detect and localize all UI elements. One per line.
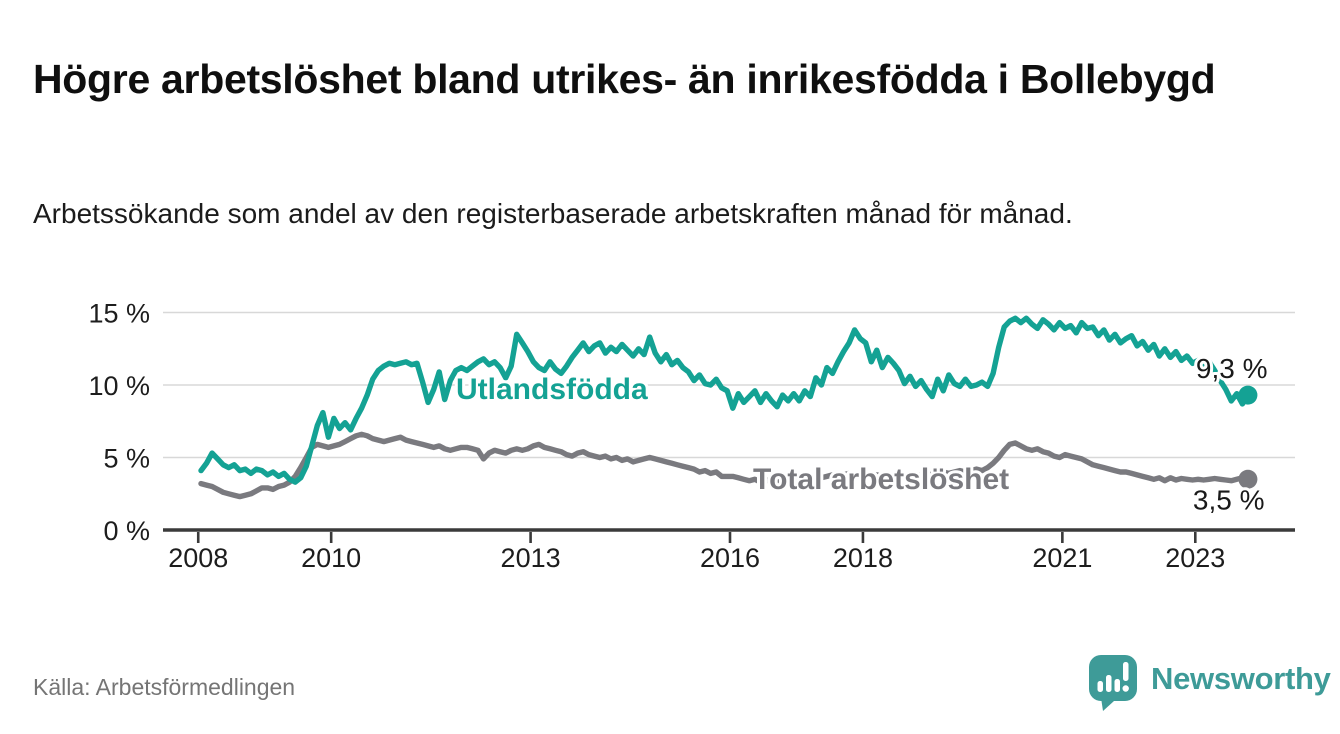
chart-subtitle: Arbetssökande som andel av den registerb… [33, 198, 1073, 229]
y-tick-label: 5 % [103, 444, 150, 474]
end-value-label-utlandsfodda: 9,3 % [1196, 353, 1268, 384]
series-label-utlandsfodda: Utlandsfödda [456, 373, 648, 406]
source-note: Källa: Arbetsförmedlingen [33, 674, 296, 700]
bar-chart-speech-bubble-icon [1088, 654, 1138, 717]
x-tick-label: 2010 [301, 543, 361, 573]
series-end-dot [1238, 469, 1258, 489]
x-tick-label: 2016 [700, 543, 760, 573]
x-tick-label: 2013 [501, 543, 561, 573]
series-line-total [198, 431, 1251, 500]
x-tick-label: 2018 [833, 543, 893, 573]
x-tick-label: 2021 [1032, 543, 1092, 573]
series-label-total: Total arbetslöshet [753, 463, 1009, 496]
newsworthy-logo: Newsworthy [1088, 654, 1331, 717]
series-end-dot [1238, 385, 1258, 405]
y-tick-label: 0 % [103, 516, 150, 546]
y-tick-label: 10 % [88, 371, 150, 401]
x-tick-label: 2008 [168, 543, 228, 573]
end-value-label-total: 3,5 % [1193, 484, 1265, 515]
series-line-utlandsfodda [198, 315, 1251, 485]
x-tick-label: 2023 [1165, 543, 1225, 573]
y-tick-label: 15 % [88, 299, 150, 329]
newsworthy-logo-text: Newsworthy [1151, 661, 1331, 696]
page-title: Högre arbetslöshet bland utrikes- än inr… [33, 56, 1216, 103]
